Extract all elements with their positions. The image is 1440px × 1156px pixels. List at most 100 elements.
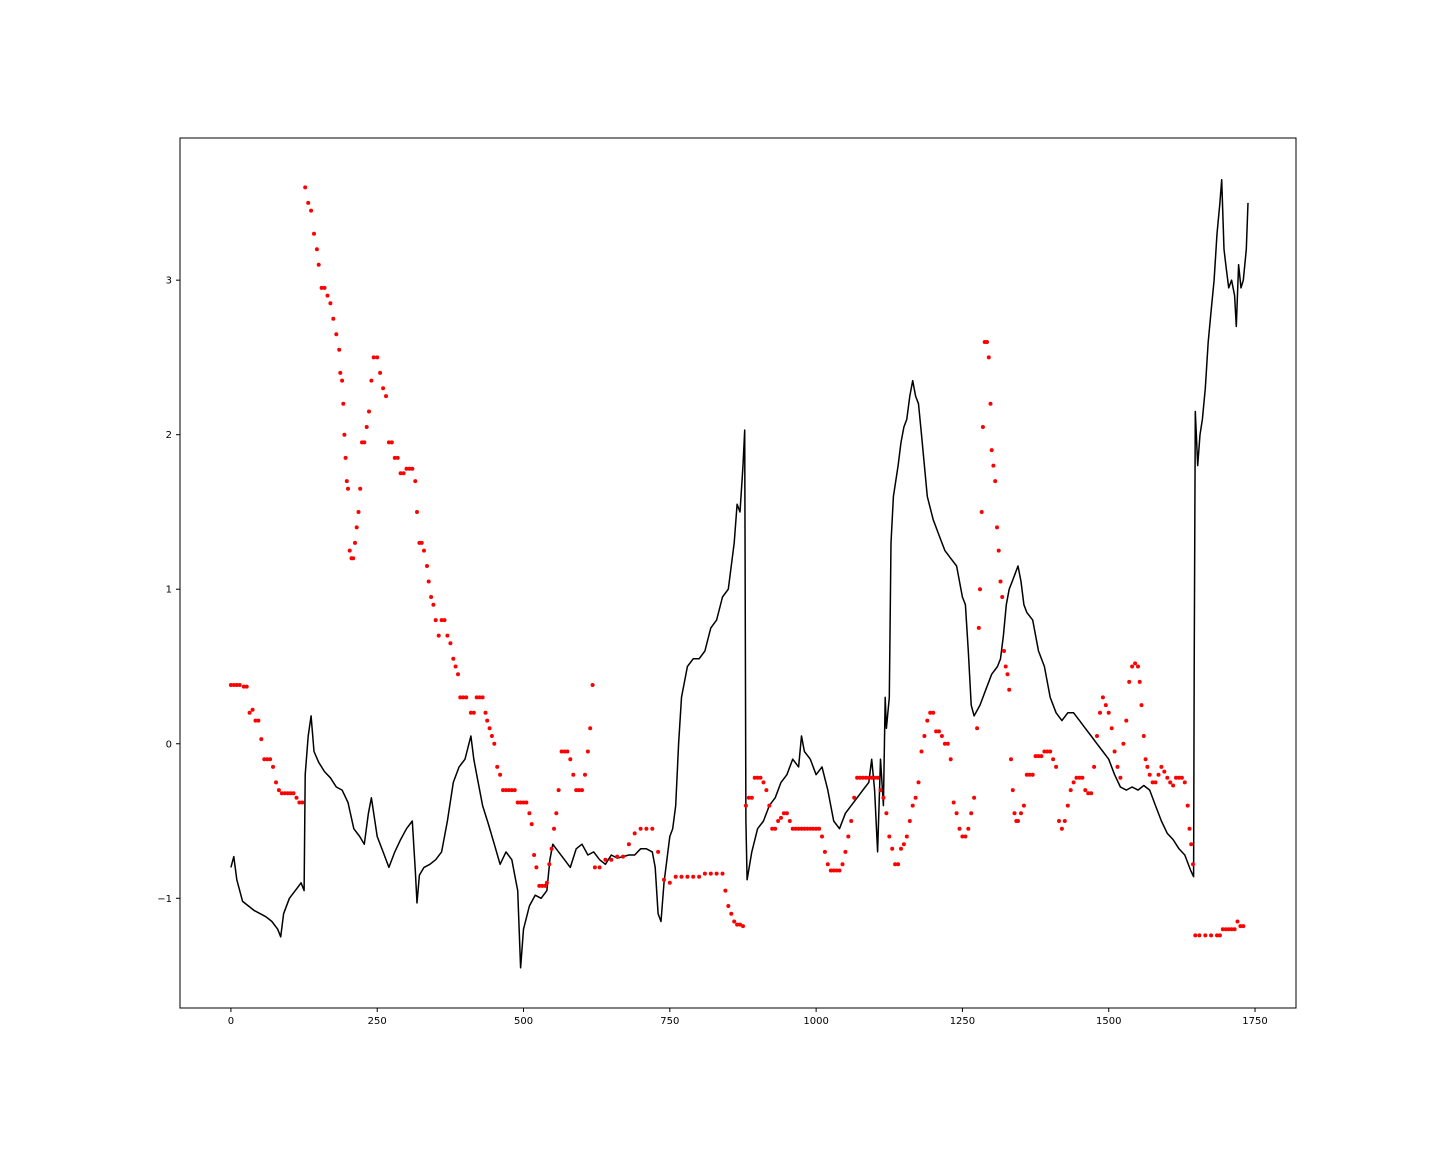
series-1-point [422, 548, 426, 553]
series-1-point [978, 587, 982, 592]
series-1-point [1077, 775, 1082, 780]
series-1-point [904, 834, 909, 839]
series-1-point [369, 378, 374, 383]
series-1-point [464, 695, 469, 700]
series-1-point [805, 826, 810, 831]
series-1-point [761, 780, 766, 785]
series-1-point [451, 656, 456, 661]
series-1-point [939, 734, 944, 738]
series-1-point [764, 788, 769, 793]
series-1-point [1189, 842, 1194, 847]
series-1-point [1089, 791, 1094, 796]
series-1-point [343, 455, 348, 460]
series-1-point [738, 922, 742, 927]
series-1-point [506, 788, 511, 793]
series-1-point [375, 355, 380, 360]
series-1-point [995, 525, 999, 530]
series-1-point [843, 849, 848, 854]
series-1-point [837, 868, 842, 873]
series-1-point [846, 834, 851, 839]
series-1-point [1215, 933, 1219, 938]
series-1-point [568, 757, 573, 762]
series-1-point [998, 579, 1003, 584]
series-1-point [574, 788, 579, 793]
series-1-point [458, 695, 463, 700]
series-1-point [247, 710, 252, 715]
series-1-point [312, 231, 316, 236]
series-1-point [1019, 811, 1023, 816]
series-1-point [559, 749, 564, 754]
series-1-point [1005, 672, 1010, 677]
series-1-point [979, 510, 984, 514]
series-1-point [1187, 826, 1192, 831]
series-1-point [802, 826, 807, 831]
series-1-point [922, 734, 927, 738]
series-1-point [667, 880, 672, 885]
series-1-point [256, 718, 261, 723]
series-1-point [951, 800, 956, 805]
series-1-point [1024, 772, 1029, 777]
series-1-point [875, 775, 880, 780]
series-1-point [993, 479, 998, 484]
series-1-point [489, 734, 494, 738]
series-1-point [1003, 664, 1008, 669]
series-1-point [309, 208, 314, 213]
series-1-point [468, 710, 473, 715]
series-1-point [991, 463, 996, 468]
series-1-point [1223, 927, 1228, 932]
series-1-point [790, 826, 795, 831]
series-1-point [279, 791, 284, 796]
series-1-point [244, 684, 249, 689]
series-1-point [1083, 788, 1088, 793]
series-1-point [498, 772, 503, 777]
series-1-point [381, 386, 386, 391]
x-tick-label: 1500 [1096, 1016, 1121, 1027]
series-1-point [407, 466, 412, 471]
series-1-point [347, 548, 352, 553]
series-1-point [1002, 649, 1006, 653]
series-1-point [1171, 783, 1176, 788]
series-1-point [518, 800, 523, 805]
series-1-point [1010, 788, 1015, 793]
series-1-point [679, 874, 684, 879]
series-1-point [925, 718, 930, 723]
series-1-point [1095, 734, 1099, 738]
series-1-point [966, 826, 971, 831]
series-1-point [708, 871, 713, 876]
series-1-point [419, 540, 424, 545]
series-1-point [259, 737, 264, 742]
series-1-point [1193, 933, 1198, 938]
series-1-point [799, 826, 804, 831]
series-1-point [726, 904, 731, 908]
series-1-point [303, 185, 308, 190]
series-1-point [577, 788, 582, 793]
series-1-point [1098, 710, 1102, 715]
series-1-point [1009, 757, 1013, 762]
series-1-point [697, 874, 702, 879]
series-1-point [650, 826, 655, 831]
series-1-point [532, 853, 537, 857]
series-1-point [565, 749, 570, 754]
series-1-point [552, 826, 556, 831]
series-1-point [1220, 927, 1225, 932]
series-1-point [1137, 679, 1142, 684]
series-1-point [585, 749, 590, 754]
series-1-point [1012, 811, 1017, 816]
series-1-point [781, 811, 786, 816]
series-1-point [316, 262, 321, 267]
series-1-point [590, 683, 595, 687]
series-1-point [1150, 780, 1155, 785]
series-1-point [1068, 788, 1073, 793]
series-1-point [1042, 749, 1047, 754]
series-1-point [1174, 775, 1178, 780]
series-1-point [1109, 726, 1114, 731]
series-1-point [436, 633, 441, 638]
series-1-point [749, 795, 754, 800]
series-1-point [398, 471, 403, 476]
series-1-point [353, 540, 357, 545]
series-1-point [822, 849, 827, 854]
series-1-point [554, 811, 559, 816]
series-1-point [732, 919, 737, 924]
